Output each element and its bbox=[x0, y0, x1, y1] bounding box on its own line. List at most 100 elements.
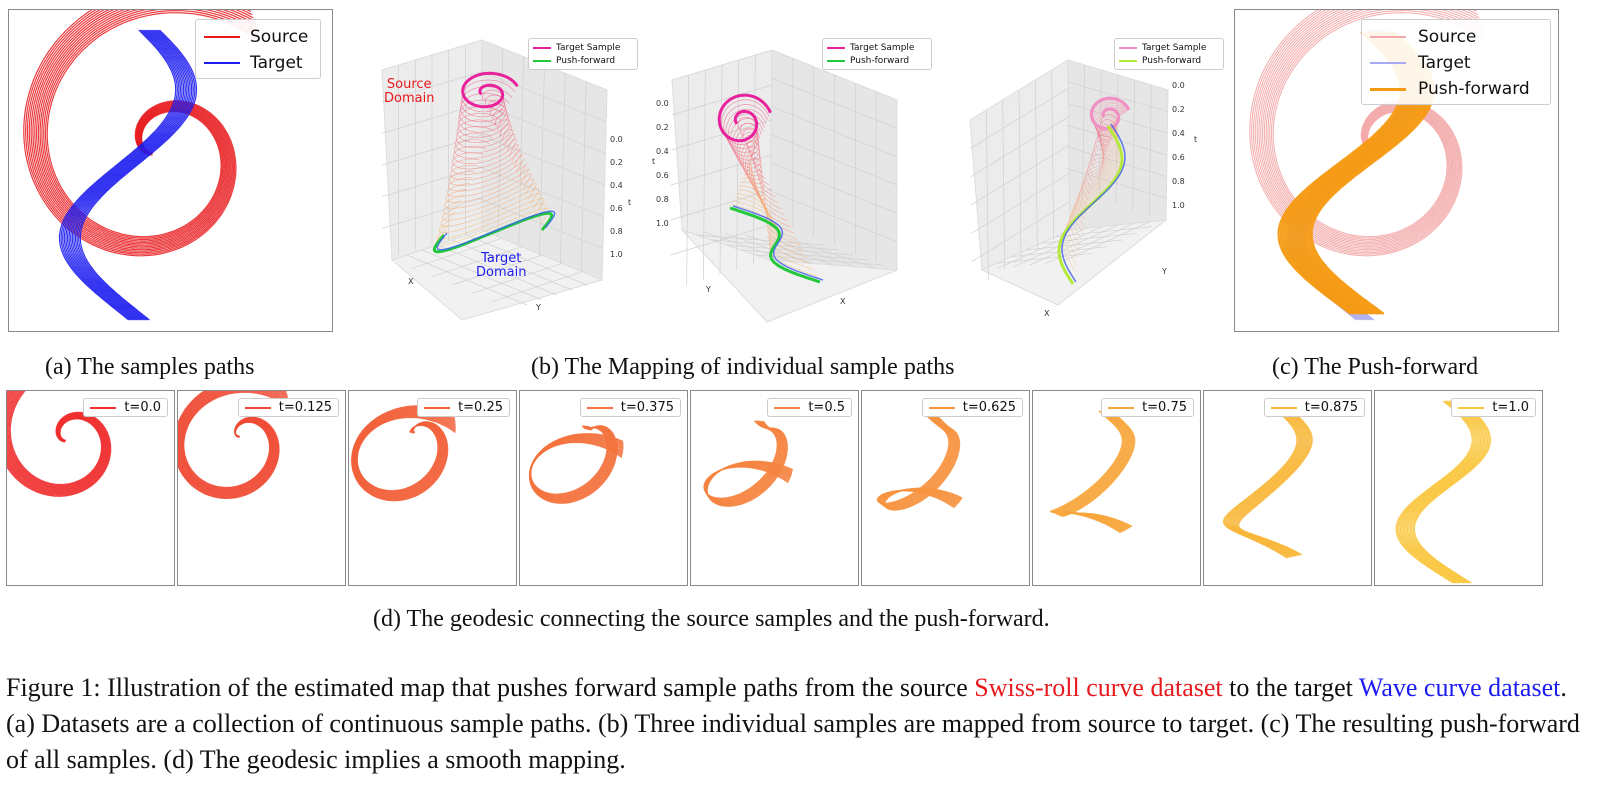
t-axis-label: t bbox=[1194, 135, 1197, 144]
figure-caption: Figure 1: Illustration of the estimated … bbox=[6, 670, 1596, 778]
grid-line bbox=[381, 197, 483, 229]
interpolated-path bbox=[1404, 400, 1482, 584]
interpolated-path bbox=[1223, 405, 1299, 559]
legend-swatch-push-forward bbox=[1119, 59, 1137, 62]
t-legend: t=0.25 bbox=[417, 398, 510, 417]
geodesic-frame: t=0.625 bbox=[861, 390, 1030, 586]
interpolated-path bbox=[1408, 400, 1486, 584]
t-tick-label: 0.2 bbox=[656, 123, 669, 132]
source-dataset-name: Swiss-roll curve dataset bbox=[974, 673, 1223, 702]
legend-entry-target: Target bbox=[1370, 50, 1542, 76]
interpolated-path bbox=[1395, 400, 1473, 584]
geodesic-slice bbox=[736, 132, 763, 173]
interpolated-path bbox=[1405, 400, 1483, 584]
geodesic-slice bbox=[461, 79, 515, 113]
pane-right bbox=[769, 49, 898, 271]
legend-label-source: Source bbox=[1418, 27, 1477, 47]
geodesic-slice bbox=[437, 203, 547, 240]
interpolated-path bbox=[1401, 400, 1479, 584]
geodesic-slice bbox=[446, 168, 530, 198]
t-legend-label: t=0.875 bbox=[1304, 400, 1358, 415]
t-tick-label: 1.0 bbox=[656, 219, 669, 228]
interpolated-path bbox=[1061, 410, 1136, 527]
target-path bbox=[79, 29, 198, 321]
legend-label-push-forward: Push-forward bbox=[1142, 55, 1202, 66]
interpolated-path bbox=[1398, 400, 1476, 584]
geodesic-slice bbox=[456, 119, 511, 143]
geodesic-slice bbox=[1089, 112, 1123, 176]
t-tick-label: 1.0 bbox=[610, 250, 623, 259]
t-tick-label: 0.4 bbox=[656, 147, 669, 156]
geodesic-slice bbox=[458, 106, 508, 133]
target-sample-curve bbox=[1089, 96, 1131, 131]
interpolated-path bbox=[1413, 400, 1492, 584]
x-axis-label: X bbox=[840, 297, 846, 306]
source-path bbox=[1272, 12, 1487, 238]
geodesic-slice bbox=[1095, 104, 1127, 144]
geodesic-slice bbox=[453, 139, 517, 164]
panel-a-legend: Source Target bbox=[195, 19, 321, 79]
interpolated-path bbox=[1411, 400, 1489, 584]
t-legend-swatch bbox=[586, 406, 613, 409]
panel-b2-legend: Target Sample Push-forward bbox=[822, 38, 932, 70]
t-tick-label: 0.6 bbox=[1172, 153, 1185, 162]
interpolated-path bbox=[1222, 405, 1298, 559]
legend-swatch-target bbox=[204, 62, 240, 64]
t-legend-swatch bbox=[1458, 406, 1485, 409]
legend-label-target: Target bbox=[1418, 53, 1471, 73]
panel-b-canvas-2: 0.0 0.2 0.4 0.6 0.8 1.0 t X Y bbox=[652, 49, 898, 323]
t-tick-label: 0.0 bbox=[656, 99, 669, 108]
t-tick-label: 0.0 bbox=[610, 135, 623, 144]
interpolated-path bbox=[884, 415, 963, 511]
t-legend-swatch bbox=[1108, 406, 1135, 409]
interpolated-path bbox=[1237, 405, 1313, 556]
geodesic-slice bbox=[445, 173, 532, 203]
t-legend-label: t=0.75 bbox=[1142, 400, 1187, 415]
target-path bbox=[73, 29, 191, 321]
grid-line bbox=[1066, 167, 1167, 199]
interpolated-path bbox=[528, 425, 624, 504]
legend-entry-push-forward: Push-forward bbox=[1370, 76, 1542, 102]
interpolated-path bbox=[1406, 400, 1485, 584]
geodesic-slice bbox=[460, 86, 513, 118]
t-legend: t=0.5 bbox=[767, 398, 852, 417]
t-legend: t=0.125 bbox=[237, 398, 339, 417]
target-path bbox=[78, 29, 196, 321]
source-path bbox=[1256, 10, 1478, 251]
geodesic-frame: t=1.0 bbox=[1374, 390, 1543, 586]
legend-entry-push-forward: Push-forward bbox=[827, 54, 927, 67]
geodesic-frame: t=0.375 bbox=[519, 390, 688, 586]
geodesic-slice bbox=[740, 141, 769, 185]
legend-swatch-target-sample bbox=[1119, 46, 1137, 49]
legend-label-push-forward: Push-forward bbox=[556, 55, 616, 66]
geodesic-frame-canvas bbox=[7, 391, 112, 497]
geodesic-slice bbox=[1092, 109, 1124, 163]
geodesic-slice bbox=[447, 163, 528, 192]
geodesic-slice bbox=[457, 112, 510, 138]
legend-swatch-target-sample bbox=[827, 46, 845, 49]
grid-line bbox=[1061, 221, 1151, 262]
source-path bbox=[30, 10, 252, 251]
target-path bbox=[65, 29, 183, 321]
geodesic-frame-canvas bbox=[528, 425, 624, 504]
axes-3d-box bbox=[969, 59, 1169, 306]
geodesic-slice bbox=[731, 203, 817, 277]
t-legend-label: t=0.625 bbox=[962, 400, 1016, 415]
source-domain-label: Source Domain bbox=[384, 77, 435, 106]
geodesic-slice bbox=[748, 160, 782, 210]
geodesic-slice bbox=[739, 185, 801, 246]
push-forward-curve bbox=[729, 206, 821, 284]
panel-b1-legend: Target Sample Push-forward bbox=[528, 38, 638, 70]
geodesic-slice bbox=[452, 143, 519, 170]
interpolated-path bbox=[1226, 405, 1302, 558]
geodesic-slice bbox=[441, 188, 540, 221]
panel-c-legend: Source Target Push-forward bbox=[1361, 19, 1551, 105]
target-path bbox=[74, 29, 193, 321]
geodesic-frame-canvas bbox=[703, 420, 794, 507]
interpolated-path bbox=[1402, 400, 1480, 584]
figure-caption-part2: to the target bbox=[1222, 673, 1359, 702]
t-tick-label: 0.8 bbox=[1172, 177, 1185, 186]
grid-line bbox=[670, 224, 771, 256]
panel-a-plot: Source Target bbox=[8, 9, 333, 332]
interpolated-path bbox=[1397, 400, 1475, 584]
